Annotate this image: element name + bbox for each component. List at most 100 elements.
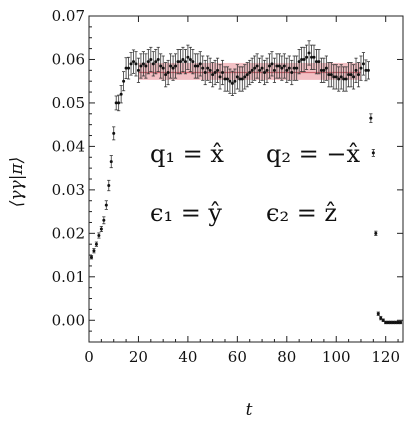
point-marker <box>228 79 232 83</box>
x-axis-label: t <box>246 400 253 420</box>
point-marker <box>339 75 343 79</box>
point-marker <box>188 57 192 61</box>
y-tick-label: 0.06 <box>52 50 85 68</box>
point-marker <box>124 66 128 70</box>
point-marker <box>94 242 98 246</box>
point-marker <box>169 64 173 68</box>
point-marker <box>285 68 289 72</box>
data-point <box>107 179 111 192</box>
data-point <box>89 255 94 260</box>
point-marker <box>386 320 390 324</box>
point-marker <box>89 255 93 259</box>
point-marker <box>183 60 187 64</box>
point-marker <box>277 64 281 68</box>
point-marker <box>371 151 375 155</box>
data-point <box>349 62 353 88</box>
data-point <box>102 216 106 225</box>
point-marker <box>374 231 378 235</box>
data-point <box>156 46 160 73</box>
data-point <box>230 70 235 96</box>
data-point <box>304 44 309 70</box>
point-marker <box>186 55 190 59</box>
point-marker <box>366 68 370 72</box>
point-marker <box>161 66 165 70</box>
point-marker <box>201 66 205 70</box>
data-point <box>126 56 131 80</box>
data-point <box>131 49 136 74</box>
y-tick-label: 0.03 <box>52 181 85 199</box>
point-marker <box>287 66 291 70</box>
point-marker <box>332 75 336 79</box>
point-marker <box>139 64 143 68</box>
point-marker <box>176 60 180 64</box>
data-point <box>218 64 222 90</box>
y-tick-label: 0.07 <box>52 7 85 25</box>
x-tick-label: 0 <box>84 348 94 366</box>
point-marker <box>218 75 222 79</box>
data-point <box>220 59 225 86</box>
annotation-q2: q₂ = −x̂ <box>266 140 360 168</box>
point-marker <box>191 60 195 64</box>
data-point <box>92 248 96 254</box>
data-point <box>369 113 373 123</box>
point-marker <box>99 227 103 231</box>
data-point <box>307 40 311 66</box>
data-point <box>324 55 328 81</box>
data-point <box>141 51 145 77</box>
point-marker <box>146 60 150 64</box>
point-marker <box>327 73 331 77</box>
point-marker <box>391 320 395 324</box>
point-marker <box>267 64 271 68</box>
point-marker <box>314 60 318 64</box>
data-point <box>277 53 281 79</box>
point-marker <box>275 64 279 68</box>
point-marker <box>223 77 227 81</box>
data-point <box>99 225 103 232</box>
point-marker <box>255 64 259 68</box>
data-point <box>161 55 165 81</box>
point-marker <box>280 66 284 70</box>
point-marker <box>114 101 118 105</box>
y-tick-label: 0.04 <box>52 137 85 155</box>
data-point <box>356 62 361 88</box>
point-marker <box>154 60 158 64</box>
data-point <box>178 49 183 75</box>
data-point <box>398 320 403 325</box>
point-marker <box>104 203 108 207</box>
point-marker <box>119 92 123 96</box>
point-marker <box>342 77 346 81</box>
y-tick-label: 0.05 <box>52 94 85 112</box>
x-tick-label: 60 <box>228 348 247 366</box>
point-marker <box>359 66 363 70</box>
point-marker <box>245 73 249 77</box>
point-marker <box>225 77 229 81</box>
data-point <box>272 57 277 83</box>
data-point <box>171 55 175 81</box>
x-tick-label: 40 <box>178 348 197 366</box>
point-marker <box>307 51 311 55</box>
point-marker <box>317 60 321 64</box>
point-marker <box>132 60 136 64</box>
point-marker <box>107 184 111 188</box>
point-marker <box>300 57 304 61</box>
point-marker <box>156 57 160 61</box>
data-point <box>186 44 190 70</box>
point-marker <box>221 71 225 75</box>
data-point <box>211 62 215 88</box>
point-marker <box>235 75 239 79</box>
point-marker <box>151 62 155 66</box>
data-point <box>188 46 192 73</box>
point-marker <box>136 68 140 72</box>
point-marker <box>263 71 267 75</box>
data-point <box>134 51 138 77</box>
point-marker <box>260 66 264 70</box>
data-point <box>213 59 217 86</box>
point-marker <box>253 66 257 70</box>
data-point <box>223 66 227 92</box>
data-point <box>253 55 257 81</box>
data-point <box>235 64 239 90</box>
data-point <box>240 66 244 92</box>
data-point <box>334 64 338 90</box>
point-marker <box>290 71 294 75</box>
annotation-eps2: ϵ₂ = ẑ <box>266 199 337 227</box>
